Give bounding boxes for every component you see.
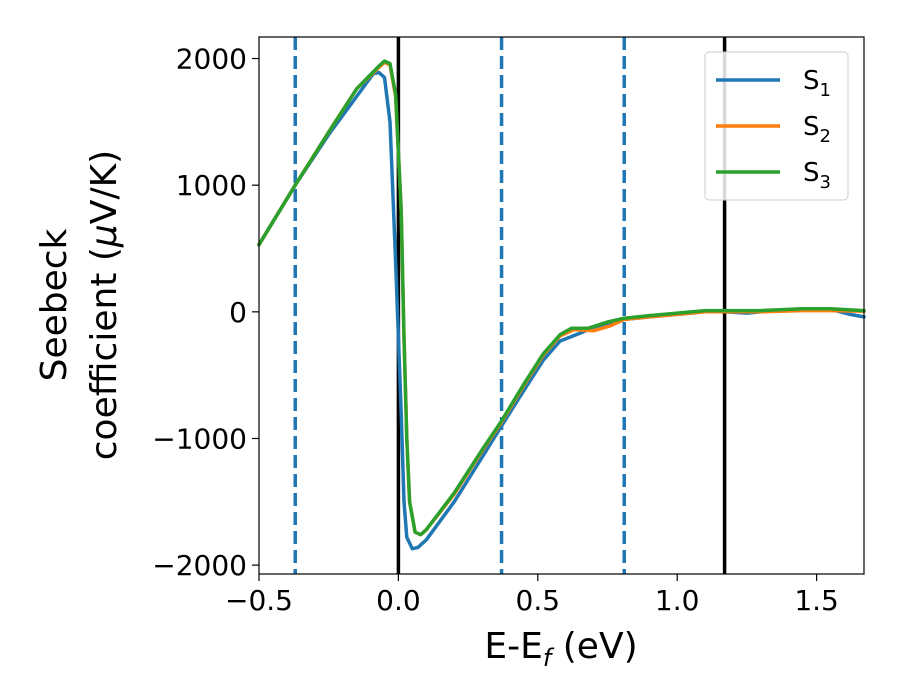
x-tick-label-2: 0.5 (516, 584, 561, 617)
legend-label-3: S3 (803, 158, 831, 193)
y-tick-label-3: 1000 (176, 169, 247, 202)
y-tick-label-4: 2000 (176, 43, 247, 76)
legend: S1 S2 S3 (704, 51, 849, 201)
legend-label-2: S2 (803, 112, 831, 147)
reference-lines (293, 37, 727, 574)
x-tick-label-1: 0.0 (376, 584, 421, 617)
y-tick-label-2: 0 (229, 296, 247, 329)
plot-frame (258, 36, 865, 575)
x-axis-title: E-Ef (eV) (484, 626, 637, 672)
y-tick-label-0: −2000 (152, 549, 247, 582)
y-axis-ticks: −2000 −1000 0 1000 2000 (152, 43, 259, 582)
legend-label-1: S1 (803, 66, 831, 101)
x-tick-label-0: −0.5 (225, 584, 293, 617)
series-line-3 (257, 59, 866, 537)
y-tick-label-1: −1000 (152, 422, 247, 455)
x-axis-ticks: −0.5 0.0 0.5 1.0 1.5 (225, 574, 839, 617)
series-lines (257, 59, 866, 551)
x-tick-label-3: 1.0 (655, 584, 700, 617)
y-axis-title-line2: coefficient (μV/K) (84, 150, 125, 460)
y-axis-title: Seebeck coefficient (μV/K) (34, 150, 125, 460)
x-tick-label-4: 1.5 (794, 584, 839, 617)
y-axis-title-line1: Seebeck (34, 228, 75, 381)
